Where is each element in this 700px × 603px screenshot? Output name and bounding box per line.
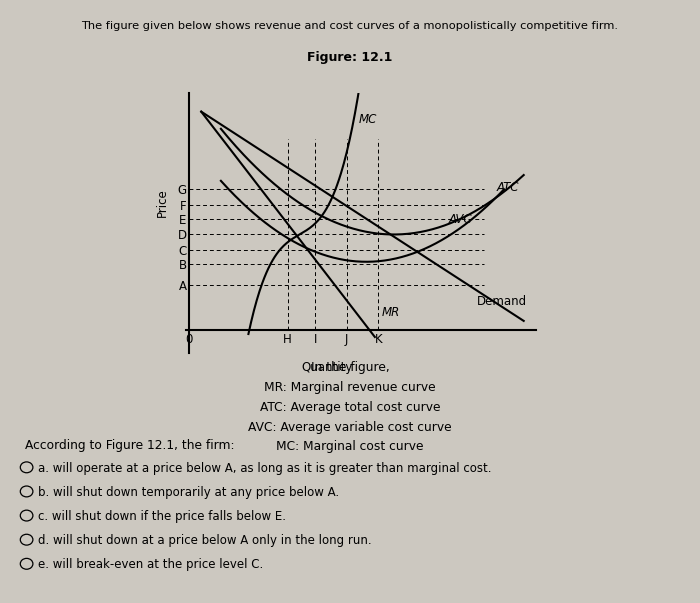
Text: In the figure,: In the figure, (311, 361, 389, 374)
Text: a. will operate at a price below A, as long as it is greater than marginal cost.: a. will operate at a price below A, as l… (38, 461, 492, 475)
Text: b. will shut down temporarily at any price below A.: b. will shut down temporarily at any pri… (38, 485, 340, 499)
Text: MC: Marginal cost curve: MC: Marginal cost curve (276, 440, 424, 453)
Text: Price: Price (155, 188, 169, 217)
Text: Figure: 12.1: Figure: 12.1 (307, 51, 393, 65)
Text: Quantity: Quantity (302, 361, 353, 374)
Text: AVC: AVC (449, 213, 472, 226)
Text: According to Figure 12.1, the firm:: According to Figure 12.1, the firm: (25, 439, 234, 452)
Text: MR: MR (382, 306, 400, 320)
Text: The figure given below shows revenue and cost curves of a monopolistically compe: The figure given below shows revenue and… (81, 21, 619, 31)
Text: d. will shut down at a price below A only in the long run.: d. will shut down at a price below A onl… (38, 534, 372, 547)
Text: e. will break-even at the price level C.: e. will break-even at the price level C. (38, 558, 264, 571)
Text: c. will shut down if the price falls below E.: c. will shut down if the price falls bel… (38, 510, 286, 523)
Text: Demand: Demand (477, 295, 526, 308)
Text: ATC: ATC (496, 182, 519, 194)
Text: MC: MC (359, 113, 377, 126)
Text: AVC: Average variable cost curve: AVC: Average variable cost curve (248, 420, 452, 434)
Text: MR: Marginal revenue curve: MR: Marginal revenue curve (264, 380, 436, 394)
Text: ATC: Average total cost curve: ATC: Average total cost curve (260, 400, 440, 414)
